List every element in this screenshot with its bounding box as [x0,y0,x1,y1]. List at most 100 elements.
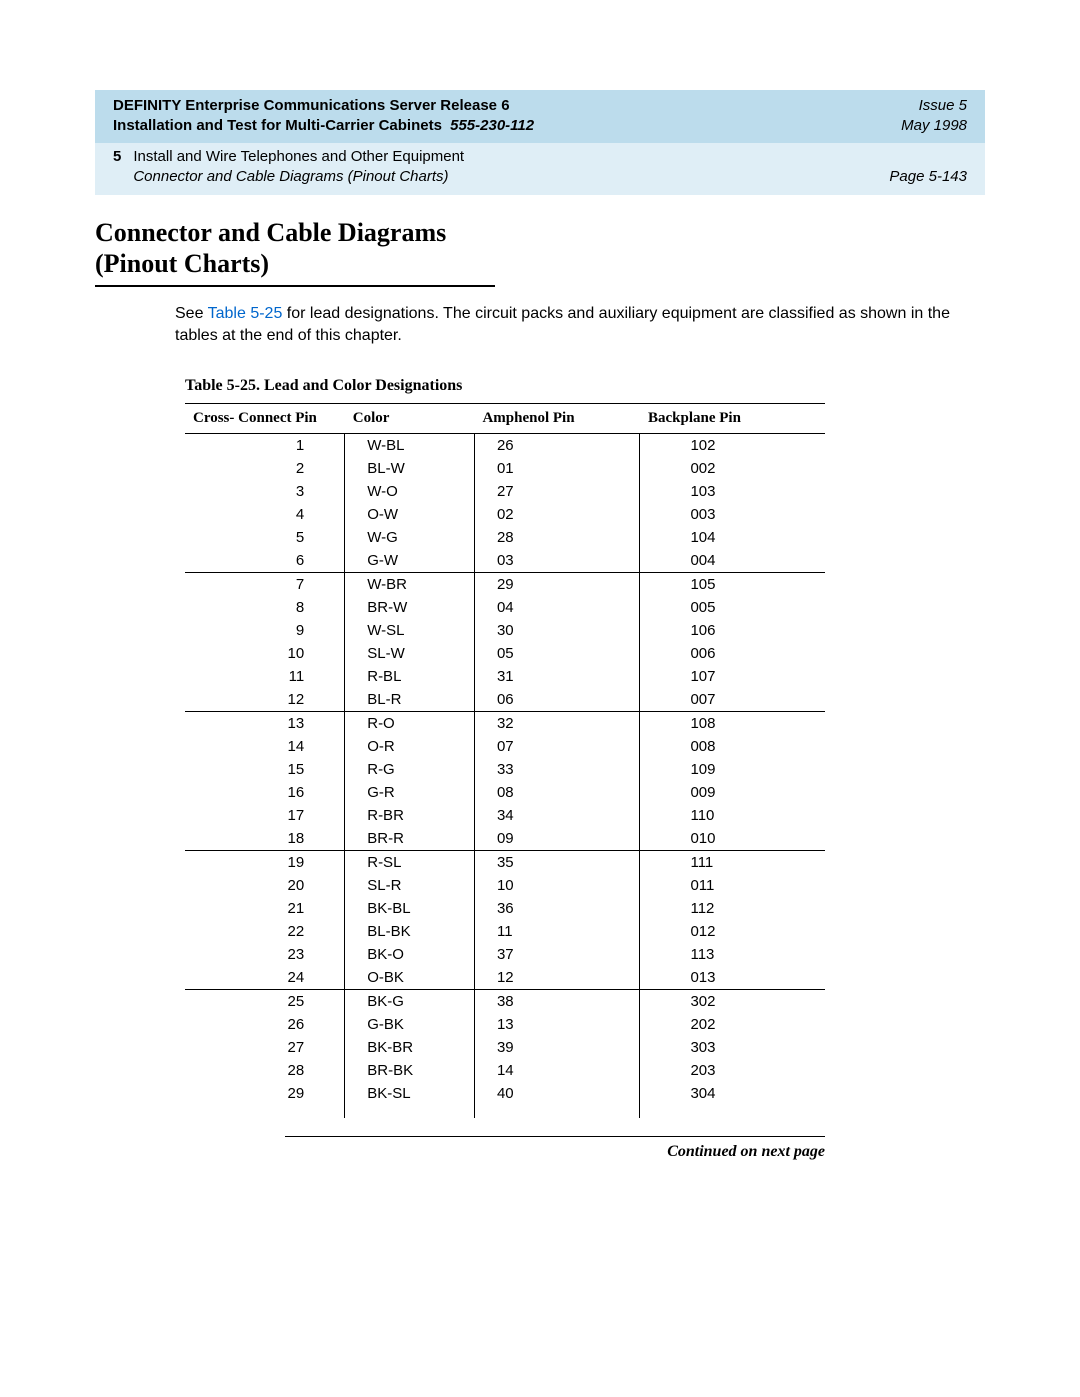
table-row: 12BL-R06007 [185,688,825,712]
table-cell: BR-W [345,596,475,619]
table-cell: 28 [185,1059,345,1082]
page-number: Page 5-143 [889,167,967,187]
table-cell: 29 [185,1082,345,1118]
table-cell: 203 [640,1059,825,1082]
table-row: 20SL-R10011 [185,874,825,897]
table-cell: 13 [474,1013,640,1036]
table-cell: 27 [185,1036,345,1059]
table-cell: 110 [640,804,825,827]
table-cell: 7 [185,572,345,596]
table-cell: 25 [185,989,345,1013]
table-cell: 38 [474,989,640,1013]
table-row: 8BR-W04005 [185,596,825,619]
table-cell: 11 [185,665,345,688]
doc-number: 555-230-112 [450,117,534,134]
table-cell: 8 [185,596,345,619]
table-cell: 3 [185,480,345,503]
table-cell: W-SL [345,619,475,642]
table-cell: 10 [185,642,345,665]
continued-label: Continued on next page [95,1143,825,1161]
chapter-titles: Install and Wire Telephones and Other Eq… [133,147,464,188]
table-cell: R-BR [345,804,475,827]
table-cell: 20 [185,874,345,897]
header-sub-right: Page 5-143 [889,147,967,188]
table-cell: 37 [474,943,640,966]
table-cell: 011 [640,874,825,897]
table-cell: SL-R [345,874,475,897]
table-row: 16G-R08009 [185,781,825,804]
table-row: 13R-O32108 [185,711,825,735]
table-cell: 30 [474,619,640,642]
table-row: 14O-R07008 [185,735,825,758]
header-sub-left: 5 Install and Wire Telephones and Other … [113,147,464,188]
table-cell: 06 [474,688,640,712]
doc-subtitle: Installation and Test for Multi-Carrier … [113,117,442,134]
table-cell: 5 [185,526,345,549]
table-row: 26G-BK13202 [185,1013,825,1036]
table-cell: 12 [185,688,345,712]
table-cell: 009 [640,781,825,804]
intro-post: for lead designations. The circuit packs… [175,305,950,344]
chapter-title: Install and Wire Telephones and Other Eq… [133,147,464,167]
table-cell: 2 [185,457,345,480]
table-cell: 28 [474,526,640,549]
table-cell: 4 [185,503,345,526]
table-cell: BR-BK [345,1059,475,1082]
table-cell: 006 [640,642,825,665]
table-row: 23BK-O37113 [185,943,825,966]
intro-pre: See [175,305,208,322]
table-ref-link[interactable]: Table 5-25 [208,305,283,322]
table-cell: 9 [185,619,345,642]
table-row: 11R-BL31107 [185,665,825,688]
table-header-row: Cross- Connect Pin Color Amphenol Pin Ba… [185,403,825,433]
col-color-header: Color [345,403,475,433]
table-cell: 004 [640,549,825,573]
table-cell: R-G [345,758,475,781]
table-row: 9W-SL30106 [185,619,825,642]
table-cell: 112 [640,897,825,920]
table-row: 25BK-G38302 [185,989,825,1013]
table-cell: 012 [640,920,825,943]
table-row: 1W-BL26102 [185,433,825,457]
table-row: 24O-BK12013 [185,966,825,990]
section-breadcrumb: Connector and Cable Diagrams (Pinout Cha… [133,167,464,187]
table-cell: 15 [185,758,345,781]
table-row: 5W-G28104 [185,526,825,549]
table-cell: 23 [185,943,345,966]
table-cell: BK-BL [345,897,475,920]
table-cell: BK-BR [345,1036,475,1059]
doc-title-1: DEFINITY Enterprise Communications Serve… [113,96,534,116]
table-cell: 109 [640,758,825,781]
table-cell: 106 [640,619,825,642]
header-right: Issue 5 May 1998 [901,96,967,137]
table-cell: BK-O [345,943,475,966]
table-cell: 304 [640,1082,825,1118]
pin-table: Cross- Connect Pin Color Amphenol Pin Ba… [185,403,825,1118]
table-cell: 108 [640,711,825,735]
table-row: 29BK-SL40304 [185,1082,825,1118]
table-cell: 010 [640,827,825,851]
table-cell: 13 [185,711,345,735]
table-row: 22BL-BK11012 [185,920,825,943]
table-cell: 113 [640,943,825,966]
table-row: 18BR-R09010 [185,827,825,851]
table-row: 17R-BR34110 [185,804,825,827]
table-cell: 32 [474,711,640,735]
table-row: 6G-W03004 [185,549,825,573]
table-cell: O-BK [345,966,475,990]
section-title: Connector and Cable Diagrams (Pinout Cha… [95,217,985,279]
table-cell: G-BK [345,1013,475,1036]
table-cell: W-BR [345,572,475,596]
table-cell: 08 [474,781,640,804]
table-cell: 002 [640,457,825,480]
col-amphenol-header: Amphenol Pin [474,403,640,433]
table-cell: BR-R [345,827,475,851]
table-cell: 12 [474,966,640,990]
table-cell: 07 [474,735,640,758]
table-cell: R-SL [345,850,475,874]
table-cell: 11 [474,920,640,943]
table-cell: 04 [474,596,640,619]
chapter-number: 5 [113,147,121,188]
table-row: 27BK-BR39303 [185,1036,825,1059]
table-cell: 013 [640,966,825,990]
